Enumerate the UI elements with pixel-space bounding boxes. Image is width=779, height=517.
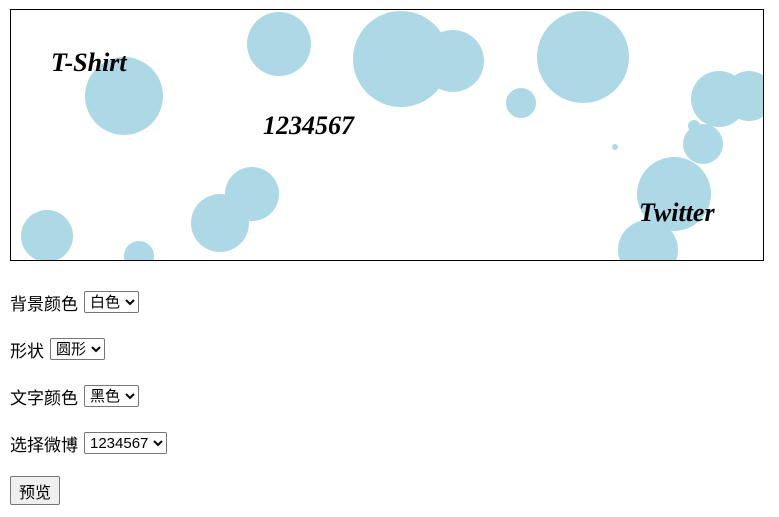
bubble-layer: [21, 11, 763, 260]
bubble: [422, 30, 484, 92]
canvas-word-number: 1234567: [263, 111, 355, 140]
bubble: [724, 71, 763, 121]
preview-canvas: T-Shirt 1234567 Twitter: [10, 9, 764, 261]
text-color-select[interactable]: 黑色: [84, 385, 139, 407]
shape-select[interactable]: 圆形: [50, 338, 105, 360]
bubble: [683, 124, 723, 164]
text-color-row: 文字颜色 黑色: [10, 383, 139, 409]
bubble: [637, 157, 711, 231]
bubble: [191, 194, 249, 252]
bubble: [688, 120, 700, 132]
bubble-canvas: T-Shirt 1234567 Twitter: [21, 11, 763, 260]
shape-row: 形状 圆形: [10, 336, 105, 362]
text-color-label: 文字颜色: [10, 388, 78, 409]
shape-label: 形状: [10, 341, 44, 362]
bubble: [506, 88, 536, 118]
weibo-select[interactable]: 1234567: [84, 432, 167, 454]
canvas-word-twitter: Twitter: [639, 198, 715, 227]
background-color-label: 背景颜色: [10, 294, 78, 315]
preview-button[interactable]: 预览: [10, 476, 61, 505]
bubble: [124, 241, 154, 260]
bubble: [85, 57, 163, 135]
canvas-word-tshirt: T-Shirt: [51, 48, 127, 77]
weibo-label: 选择微博: [10, 435, 78, 456]
bubble: [537, 11, 629, 103]
weibo-row: 选择微博 1234567: [10, 430, 167, 456]
bubble: [612, 144, 618, 150]
bubble: [618, 220, 678, 260]
bubble: [353, 11, 449, 107]
bubble: [247, 12, 311, 76]
background-color-select[interactable]: 白色: [84, 291, 139, 313]
bubble: [21, 210, 73, 260]
background-color-row: 背景颜色 白色: [10, 289, 139, 315]
